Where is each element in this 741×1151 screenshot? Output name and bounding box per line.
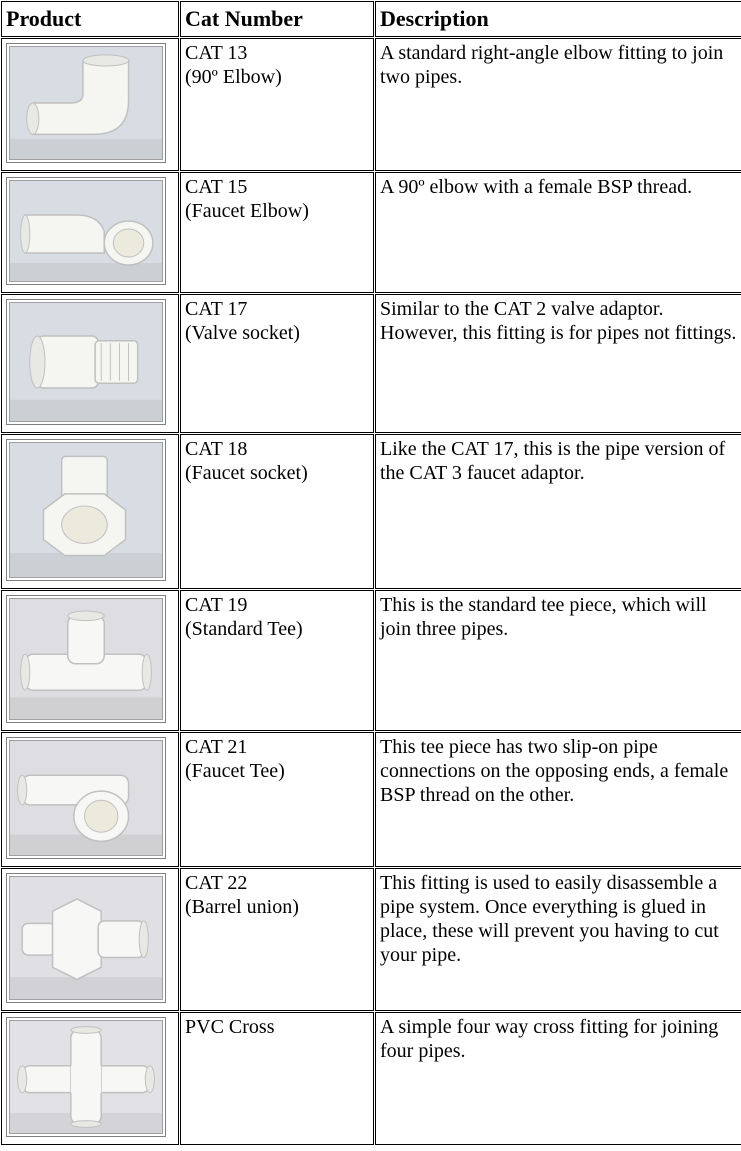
cat-number-line2: (Faucet Elbow) (185, 199, 369, 223)
cat-number-cell: CAT 19(Standard Tee) (180, 590, 374, 731)
product-image-cell (1, 294, 179, 433)
product-image-frame (6, 177, 166, 285)
cat-number-line1: CAT 15 (185, 175, 369, 199)
col-cat: Cat Number (180, 1, 374, 37)
product-image-frame (6, 299, 166, 425)
fitting-illustration-icon (9, 1020, 163, 1134)
cat-number-line1: CAT 22 (185, 871, 369, 895)
fitting-illustration-icon (9, 46, 163, 160)
description-cell: Like the CAT 17, this is the pipe versio… (375, 434, 741, 589)
table-row: CAT 13(90º Elbow)A standard right-angle … (1, 38, 741, 171)
description-cell: This fitting is used to easily disassemb… (375, 868, 741, 1011)
product-image-cell (1, 38, 179, 171)
table-row: CAT 17(Valve socket)Similar to the CAT 2… (1, 294, 741, 433)
table-row: CAT 19(Standard Tee)This is the standard… (1, 590, 741, 731)
fitting-illustration-icon (9, 598, 163, 720)
product-image-frame (6, 873, 166, 1003)
col-desc: Description (375, 1, 741, 37)
table-row: CAT 21(Faucet Tee)This tee piece has two… (1, 732, 741, 867)
cat-number-cell: CAT 21(Faucet Tee) (180, 732, 374, 867)
cat-number-line1: PVC Cross (185, 1015, 369, 1039)
description-cell: This tee piece has two slip-on pipe conn… (375, 732, 741, 867)
cat-number-cell: CAT 15(Faucet Elbow) (180, 172, 374, 293)
fitting-illustration-icon (9, 442, 163, 578)
product-image-frame (6, 595, 166, 723)
cat-number-line2: (Faucet Tee) (185, 759, 369, 783)
fitting-illustration-icon (9, 180, 163, 282)
table-row: CAT 15(Faucet Elbow)A 90º elbow with a f… (1, 172, 741, 293)
cat-number-cell: CAT 18(Faucet socket) (180, 434, 374, 589)
cat-number-line1: CAT 19 (185, 593, 369, 617)
table-row: CAT 22(Barrel union)This fitting is used… (1, 868, 741, 1011)
fitting-illustration-icon (9, 302, 163, 422)
description-cell: A standard right-angle elbow fitting to … (375, 38, 741, 171)
fitting-illustration-icon (9, 876, 163, 1000)
table-row: PVC CrossA simple four way cross fitting… (1, 1012, 741, 1145)
cat-number-line1: CAT 18 (185, 437, 369, 461)
cat-number-line2: (Barrel union) (185, 895, 369, 919)
cat-number-cell: CAT 17(Valve socket) (180, 294, 374, 433)
cat-number-line2: (90º Elbow) (185, 65, 369, 89)
product-image-cell (1, 868, 179, 1011)
product-image-cell (1, 732, 179, 867)
col-product: Product (1, 1, 179, 37)
product-image-cell (1, 1012, 179, 1145)
cat-number-cell: PVC Cross (180, 1012, 374, 1145)
description-cell: A simple four way cross fitting for join… (375, 1012, 741, 1145)
product-image-frame (6, 737, 166, 859)
cat-number-line2: (Valve socket) (185, 321, 369, 345)
product-image-frame (6, 1017, 166, 1137)
header-row: Product Cat Number Description (1, 1, 741, 37)
product-image-cell (1, 172, 179, 293)
cat-number-line2: (Faucet socket) (185, 461, 369, 485)
product-image-cell (1, 590, 179, 731)
description-cell: This is the standard tee piece, which wi… (375, 590, 741, 731)
description-cell: Similar to the CAT 2 valve adaptor. Howe… (375, 294, 741, 433)
product-image-frame (6, 439, 166, 581)
description-cell: A 90º elbow with a female BSP thread. (375, 172, 741, 293)
fittings-table: Product Cat Number Description CAT 13(90… (0, 0, 741, 1146)
cat-number-line1: CAT 21 (185, 735, 369, 759)
product-image-frame (6, 43, 166, 163)
cat-number-line1: CAT 17 (185, 297, 369, 321)
cat-number-cell: CAT 22(Barrel union) (180, 868, 374, 1011)
cat-number-cell: CAT 13(90º Elbow) (180, 38, 374, 171)
product-image-cell (1, 434, 179, 589)
table-row: CAT 18(Faucet socket)Like the CAT 17, th… (1, 434, 741, 589)
fitting-illustration-icon (9, 740, 163, 856)
cat-number-line1: CAT 13 (185, 41, 369, 65)
cat-number-line2: (Standard Tee) (185, 617, 369, 641)
